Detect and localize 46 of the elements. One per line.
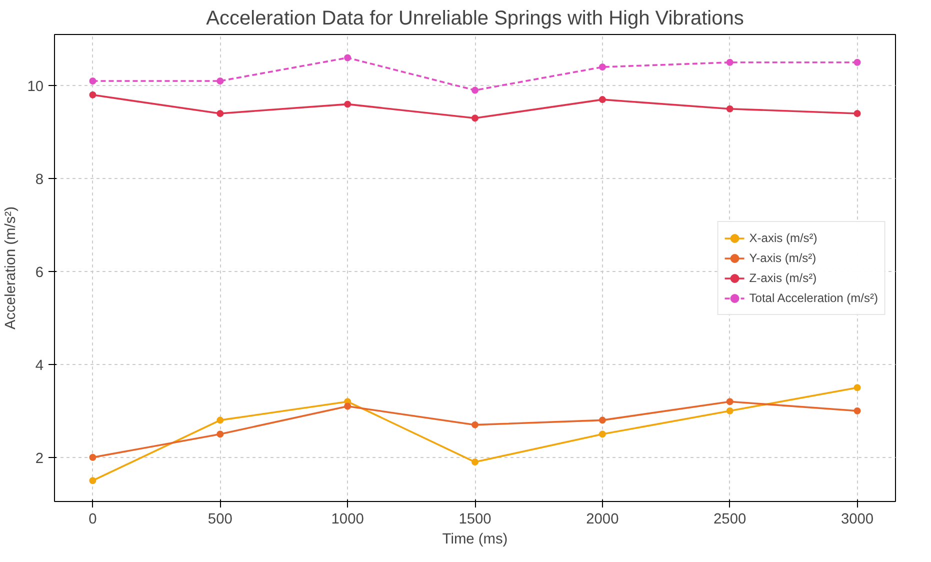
point (598, 430, 606, 438)
point (472, 86, 478, 94)
x-tick-label: 2000 (586, 512, 619, 528)
x-tick-label: 1500 (458, 512, 492, 528)
x-tick-label: 2500 (714, 512, 746, 528)
legend-label: Y-axis (m/s²) (749, 250, 816, 264)
legend-label: X-axis (m/s²) (749, 230, 818, 244)
point (854, 384, 861, 392)
point (854, 58, 861, 66)
chart-title: Acceleration Data for Unreliable Springs with High Vibrations (206, 8, 744, 30)
point (216, 77, 224, 84)
point (726, 407, 734, 414)
point (726, 58, 734, 66)
x-tick-label: 500 (208, 512, 232, 528)
point (89, 77, 96, 84)
x-tick-label: 0 (88, 512, 97, 528)
point (726, 398, 734, 406)
x-tick-label: 1000 (331, 512, 364, 528)
y-tick-label: 8 (35, 172, 44, 188)
point (598, 416, 606, 424)
y-tick-label: 2 (35, 450, 44, 467)
point (854, 407, 861, 414)
point (216, 416, 224, 424)
point (472, 114, 478, 122)
point (598, 64, 606, 71)
point (216, 110, 224, 117)
point (89, 454, 96, 461)
point (854, 110, 861, 117)
y-tick-label: 6 (35, 264, 44, 281)
point (726, 105, 734, 112)
point (344, 402, 352, 410)
point (472, 421, 478, 428)
point (344, 54, 352, 62)
y-tick-label: 10 (27, 79, 44, 96)
point (598, 96, 606, 104)
point (89, 477, 96, 484)
point (89, 91, 96, 98)
x-axis-title: Time (ms) (442, 532, 508, 548)
y-axis-title: Acceleration (m/s²) (3, 206, 20, 330)
point (344, 100, 352, 108)
y-tick-label: 4 (35, 358, 44, 374)
point (472, 458, 478, 466)
legend-label: Z-axis (m/s²) (749, 270, 817, 284)
legend-label: Total Acceleration (m/s²) (749, 290, 878, 304)
point (216, 430, 224, 438)
x-tick-label: 3000 (840, 512, 874, 528)
